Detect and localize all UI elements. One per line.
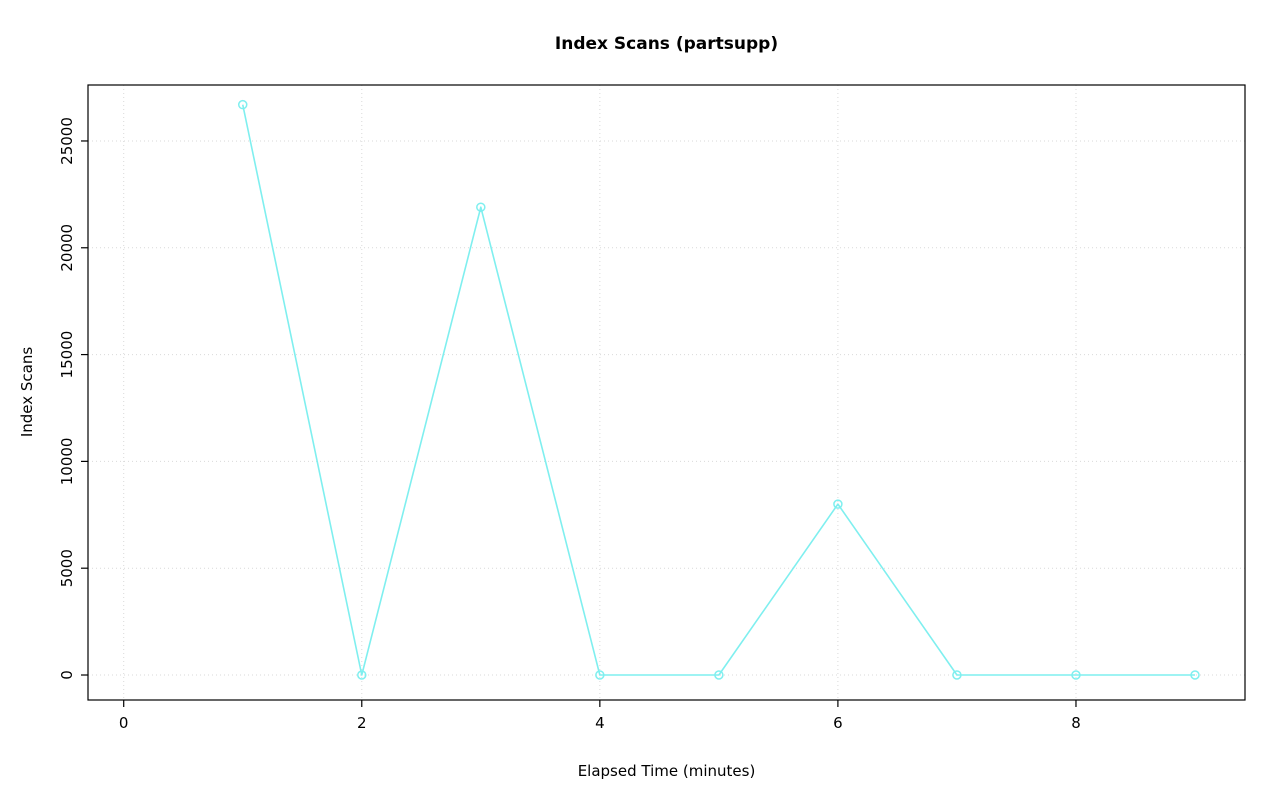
data-point — [952, 670, 962, 680]
plot-border — [87, 84, 1246, 701]
data-point — [1190, 670, 1200, 680]
series-line — [241, 104, 1196, 676]
y-tick-label: 10000 — [58, 438, 76, 486]
y-tick-label: 5000 — [58, 549, 76, 587]
data-point — [595, 670, 605, 680]
y-tick-label: 0 — [58, 670, 76, 680]
x-tick-label: 6 — [833, 714, 843, 732]
x-tick-label: 8 — [1071, 714, 1081, 732]
data-point — [357, 670, 367, 680]
y-tick-label: 15000 — [58, 331, 76, 379]
data-point — [237, 99, 248, 110]
x-axis-label: Elapsed Time (minutes) — [577, 762, 756, 780]
data-point — [833, 499, 843, 509]
data-point — [476, 202, 486, 212]
chart-title: Index Scans (partsupp) — [554, 34, 779, 54]
y-tick-label: 25000 — [58, 117, 76, 165]
y-tick-label: 20000 — [58, 224, 76, 272]
y-axis-label: Index Scans — [18, 346, 36, 438]
x-tick-label: 2 — [357, 714, 367, 732]
data-point — [714, 670, 724, 680]
x-tick-label: 4 — [595, 714, 605, 732]
x-tick-label: 0 — [119, 714, 129, 732]
data-point — [1071, 670, 1081, 680]
